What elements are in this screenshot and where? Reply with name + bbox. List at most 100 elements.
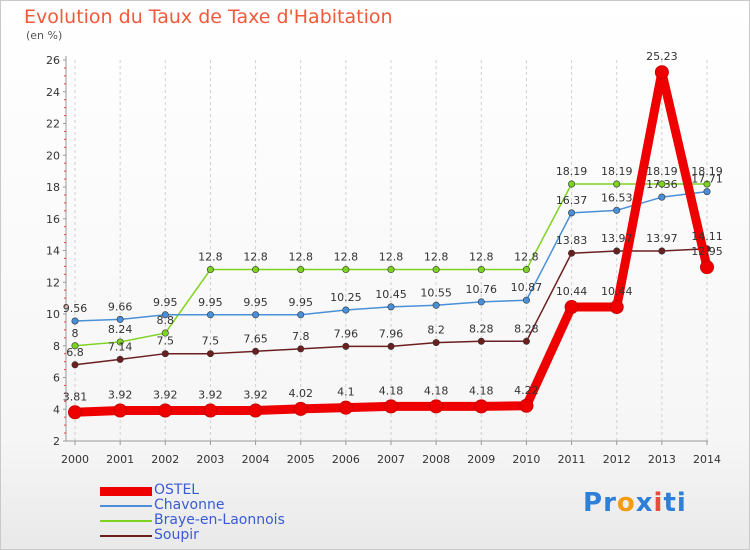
data-point-braye-en-laonnois: [297, 266, 305, 274]
logo-letter: i: [653, 488, 664, 518]
data-label-ostel: 10.44: [556, 285, 588, 298]
data-point-soupir: [522, 337, 530, 345]
data-point-ostel: [293, 401, 308, 416]
data-label-ostel: 4.18: [424, 384, 449, 397]
y-tick-label: 18: [46, 181, 60, 194]
data-point-braye-en-laonnois: [387, 266, 395, 274]
data-point-ostel: [203, 403, 218, 418]
data-point-ostel: [384, 399, 398, 414]
data-point-braye-en-laonnois: [477, 266, 485, 274]
data-point-soupir: [252, 347, 260, 355]
data-label-braye-en-laonnois: 12.8: [424, 251, 449, 264]
data-point-ostel: [564, 300, 579, 315]
data-label-braye-en-laonnois: 18.19: [691, 165, 723, 178]
data-label-chavonne: 9.95: [153, 296, 178, 309]
data-label-braye-en-laonnois: 8.8: [157, 314, 175, 327]
data-label-soupir: 6.8: [66, 346, 84, 359]
legend-item-braye: Braye-en-Laonnois: [100, 512, 360, 528]
legend-label-chavonne: Chavonne: [154, 497, 225, 513]
legend-label-soupir: Soupir: [154, 527, 199, 543]
data-label-soupir: 13.97: [601, 232, 633, 245]
data-label-chavonne: 17.36: [646, 178, 678, 191]
data-point-chavonne: [116, 315, 124, 323]
logo-letter: o: [616, 488, 636, 518]
data-label-chavonne: 9.66: [108, 300, 133, 313]
x-tick-label: 2002: [151, 453, 179, 466]
logo-letter: i: [676, 488, 687, 518]
data-point-soupir: [161, 350, 169, 358]
y-tick-label: 16: [46, 213, 60, 226]
data-point-chavonne: [387, 303, 395, 311]
legend-item-soupir: Soupir: [100, 527, 360, 543]
data-label-chavonne: 10.87: [511, 281, 543, 294]
y-tick-label: 26: [46, 54, 60, 67]
data-label-ostel: 12.95: [691, 245, 723, 258]
data-point-soupir: [206, 350, 214, 358]
x-tick-label: 2007: [377, 453, 405, 466]
x-tick-label: 2008: [422, 453, 450, 466]
data-label-chavonne: 16.53: [601, 191, 633, 204]
logo-letter: t: [663, 488, 677, 518]
data-point-ostel: [113, 403, 128, 418]
data-point-braye-en-laonnois: [658, 180, 666, 188]
data-point-braye-en-laonnois: [568, 180, 576, 188]
data-point-chavonne: [161, 311, 169, 319]
data-point-braye-en-laonnois: [206, 266, 214, 274]
data-point-chavonne: [613, 206, 621, 214]
y-tick-label: 10: [46, 308, 60, 321]
data-label-ostel: 4.18: [469, 384, 494, 397]
y-tick-label: 4: [53, 403, 60, 416]
y-tick-label: 20: [46, 149, 60, 162]
data-point-soupir: [387, 342, 395, 350]
legend-label-ostel: OSTEL: [154, 482, 200, 498]
data-label-chavonne: 10.25: [330, 291, 362, 304]
legend: OSTEL Chavonne Braye-en-Laonnois Soupir: [100, 482, 360, 543]
x-tick-label: 2001: [106, 453, 134, 466]
data-point-braye-en-laonnois: [432, 266, 440, 274]
data-label-braye-en-laonnois: 18.19: [601, 165, 633, 178]
data-point-soupir: [116, 355, 124, 363]
data-label-ostel: 4.02: [288, 387, 313, 400]
data-point-braye-en-laonnois: [613, 180, 621, 188]
y-tick-label: 24: [46, 86, 60, 99]
data-label-soupir: 7.5: [202, 335, 220, 348]
y-tick-label: 12: [46, 276, 60, 289]
y-tick-label: 2: [53, 435, 60, 448]
chart-unit-label: (en %): [26, 29, 63, 42]
y-tick-label: 8: [53, 340, 60, 353]
legend-swatch-braye: [100, 520, 152, 522]
data-label-braye-en-laonnois: 12.8: [243, 251, 268, 264]
data-label-chavonne: 9.95: [243, 296, 268, 309]
x-tick-label: 2009: [467, 453, 495, 466]
data-label-ostel: 3.92: [243, 389, 268, 402]
data-label-soupir: 7.14: [108, 340, 133, 353]
data-label-braye-en-laonnois: 12.8: [198, 251, 223, 264]
data-label-chavonne: 9.95: [288, 296, 313, 309]
data-label-chavonne: 10.55: [420, 286, 452, 299]
data-label-soupir: 13.83: [556, 234, 588, 247]
data-point-braye-en-laonnois: [116, 338, 124, 346]
x-tick-label: 2003: [196, 453, 224, 466]
data-label-braye-en-laonnois: 12.8: [288, 251, 313, 264]
data-point-braye-en-laonnois: [522, 266, 530, 274]
data-label-braye-en-laonnois: 8: [72, 327, 79, 340]
data-point-chavonne: [342, 306, 350, 314]
data-point-ostel: [158, 403, 173, 418]
legend-item-chavonne: Chavonne: [100, 497, 360, 513]
data-point-ostel: [654, 65, 669, 80]
logo-letter: r: [603, 488, 617, 518]
data-point-ostel: [700, 260, 714, 275]
data-label-braye-en-laonnois: 12.8: [469, 251, 494, 264]
data-point-chavonne: [206, 311, 214, 319]
x-tick-label: 2012: [603, 453, 631, 466]
data-point-soupir: [477, 337, 485, 345]
x-tick-label: 2013: [648, 453, 676, 466]
data-label-braye-en-laonnois: 8.24: [108, 323, 133, 336]
data-label-ostel: 10.44: [601, 285, 633, 298]
data-label-ostel: 4.18: [379, 384, 404, 397]
data-point-chavonne: [703, 188, 711, 196]
data-label-chavonne: 10.45: [375, 288, 407, 301]
chart-title: Evolution du Taux de Taxe d'Habitation: [24, 6, 393, 28]
data-label-chavonne: 10.76: [466, 283, 498, 296]
